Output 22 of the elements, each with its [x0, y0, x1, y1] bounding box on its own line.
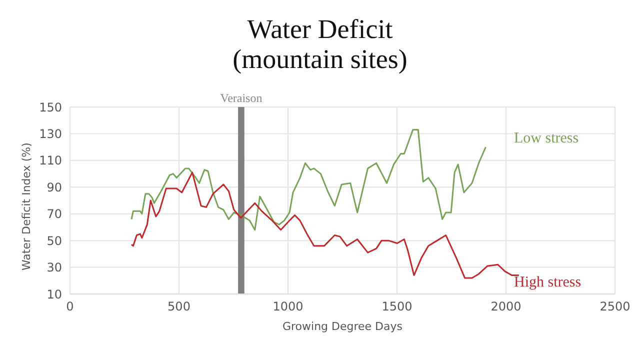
y-tick-label: 30	[46, 260, 62, 275]
y-tick-label: 150	[39, 100, 62, 114]
x-tick-label: 2500	[600, 300, 630, 314]
x-axis-title: Growing Degree Days	[282, 320, 403, 333]
series-label: Low stress	[514, 130, 579, 147]
y-tick-label: 110	[39, 154, 62, 168]
y-tick-label: 10	[46, 287, 62, 302]
x-tick-label: 1500	[382, 300, 412, 314]
y-tick-label: 50	[46, 234, 62, 248]
x-tick-label: 1000	[272, 300, 304, 314]
x-tick-label: 0	[66, 300, 74, 314]
y-tick-label: 70	[46, 207, 62, 222]
chart-subtitle: (mountain sites)	[232, 44, 408, 74]
line-series	[130, 128, 486, 231]
chart-title: Water Deficit	[246, 14, 394, 44]
x-tick-label: 2000	[490, 300, 522, 314]
x-tick-label: 500	[168, 300, 190, 314]
y-tick-label: 130	[39, 126, 62, 141]
y-tick-label: 90	[46, 180, 62, 194]
band-label: Veraison	[220, 91, 262, 105]
y-axis-title: Water Deficit Index (%)	[20, 142, 33, 270]
series-label: High stress	[514, 274, 582, 291]
